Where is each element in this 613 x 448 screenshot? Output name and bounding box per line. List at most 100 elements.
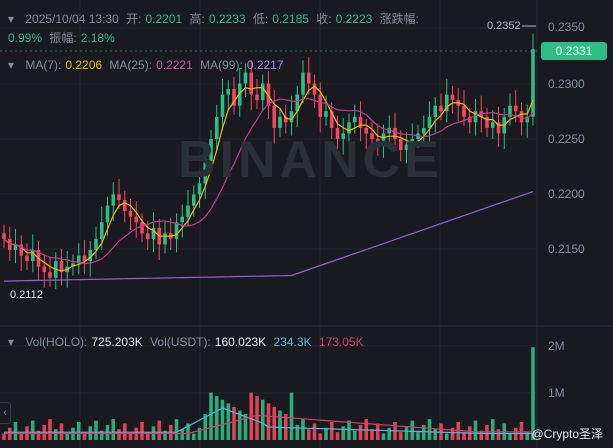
change-value: 0.99%	[8, 31, 43, 45]
candle-body	[485, 116, 489, 128]
volume-bar	[433, 429, 438, 440]
low-value: 0.2185	[272, 12, 309, 26]
candle-body	[117, 194, 121, 201]
volume-legend: ▾ Vol(HOLO): 725.203K Vol(USDT): 160.023K …	[8, 335, 368, 349]
volu-value: 160.023K	[214, 335, 267, 349]
ma7-value: 0.2206	[65, 58, 103, 72]
candle-body	[364, 127, 369, 134]
volume-bar	[13, 422, 18, 440]
volume-bar	[329, 422, 334, 440]
ma7-line	[3, 85, 534, 272]
candle-body	[341, 133, 346, 139]
vol-value: 725.203K	[91, 335, 143, 349]
price-tick: 0.2350	[548, 20, 585, 34]
candle-body	[490, 122, 495, 128]
volume-bar	[312, 423, 317, 440]
candle-body	[312, 83, 317, 95]
candle-body	[473, 111, 478, 123]
candle-body	[19, 244, 24, 256]
candle-body	[48, 272, 52, 278]
vol-ma2-value: 173.05K	[318, 335, 364, 349]
candle-body	[260, 83, 265, 101]
candle-body	[71, 263, 75, 267]
volume-bar	[2, 433, 6, 440]
volume-bar	[180, 429, 185, 440]
candle-body	[387, 127, 392, 134]
candle-body	[163, 233, 167, 245]
candle-body	[508, 105, 512, 117]
ma99-value: 0.2217	[246, 58, 284, 72]
volume-bar	[398, 432, 403, 440]
volume-bar	[341, 426, 346, 440]
volume-bar	[306, 429, 311, 440]
candle-body	[249, 72, 254, 95]
vol-ma1-line	[4, 407, 533, 435]
volume-bar	[531, 347, 535, 440]
volume-bar	[214, 396, 219, 440]
volume-bar	[249, 392, 254, 440]
volume-bar	[145, 432, 150, 440]
candle-body	[404, 144, 409, 151]
candle-body	[439, 105, 443, 112]
vol-ma1-value: 234.3K	[273, 335, 312, 349]
low-marker-label: 0.2112	[10, 289, 43, 301]
volume-bar	[421, 424, 426, 440]
high-marker-label: 0.2352	[487, 20, 521, 32]
volume-bar	[462, 432, 466, 440]
volume-bar	[416, 430, 420, 440]
volume-bar	[444, 433, 449, 440]
volume-bar	[163, 430, 167, 440]
vol-ma2-line	[4, 414, 533, 435]
volume-bar	[375, 423, 380, 440]
volume-bar	[490, 419, 495, 440]
ohlc-header-line2: 0.99% 振幅: 2.18%	[8, 29, 119, 46]
scroll-left-handle[interactable]: ‹	[0, 402, 11, 424]
candle-body	[237, 83, 242, 106]
ma25-value: 0.2221	[156, 58, 193, 72]
volume-bar	[19, 432, 24, 440]
volume-bar	[226, 403, 231, 440]
volume-bar	[318, 433, 323, 440]
ma-legend: ▾ MA(7): 0.2206 MA(25): 0.2221 MA(99): 0.22…	[8, 58, 288, 72]
candle-body	[226, 89, 231, 95]
volume-bar	[289, 392, 294, 440]
volume-bar	[174, 419, 179, 440]
low-label: 低:	[252, 12, 269, 26]
vol-label: Vol(HOLO):	[25, 335, 88, 349]
candle-body	[232, 89, 236, 106]
candle-body	[82, 255, 87, 262]
candle-body	[462, 105, 466, 117]
ma99-line	[3, 191, 534, 282]
volume-bar	[301, 419, 305, 440]
candle-body	[278, 116, 282, 128]
price-tick: 0.2150	[548, 242, 585, 256]
candle-body	[444, 94, 449, 112]
volume-bar	[36, 430, 41, 440]
candle-body	[191, 194, 196, 206]
candle-body	[186, 205, 190, 217]
volume-bar	[111, 419, 116, 440]
candle-date: 2025/10/04 13:30	[25, 12, 119, 26]
volume-bar	[260, 399, 265, 440]
volume-bar	[324, 427, 328, 440]
volume-bar	[53, 429, 58, 440]
chevron-down-icon[interactable]: ▾	[8, 12, 15, 26]
candle-body	[318, 94, 323, 117]
volume-bar	[48, 419, 52, 440]
candle-body	[352, 116, 357, 123]
chevron-down-icon[interactable]: ▾	[8, 335, 15, 349]
candle-body	[134, 216, 139, 223]
volume-bar	[140, 422, 144, 440]
candle-body	[398, 139, 403, 151]
volume-bar	[157, 420, 162, 440]
price-tick: 0.2300	[548, 77, 585, 91]
candle-body	[450, 94, 455, 101]
vol-tick: 2M	[548, 339, 565, 353]
candle-body	[180, 216, 185, 223]
candle-body	[105, 205, 110, 223]
candle-body	[151, 227, 156, 239]
chevron-down-icon[interactable]: ▾	[8, 58, 15, 72]
binance-watermark: BINANCE	[178, 131, 443, 189]
volume-bar	[237, 410, 242, 440]
